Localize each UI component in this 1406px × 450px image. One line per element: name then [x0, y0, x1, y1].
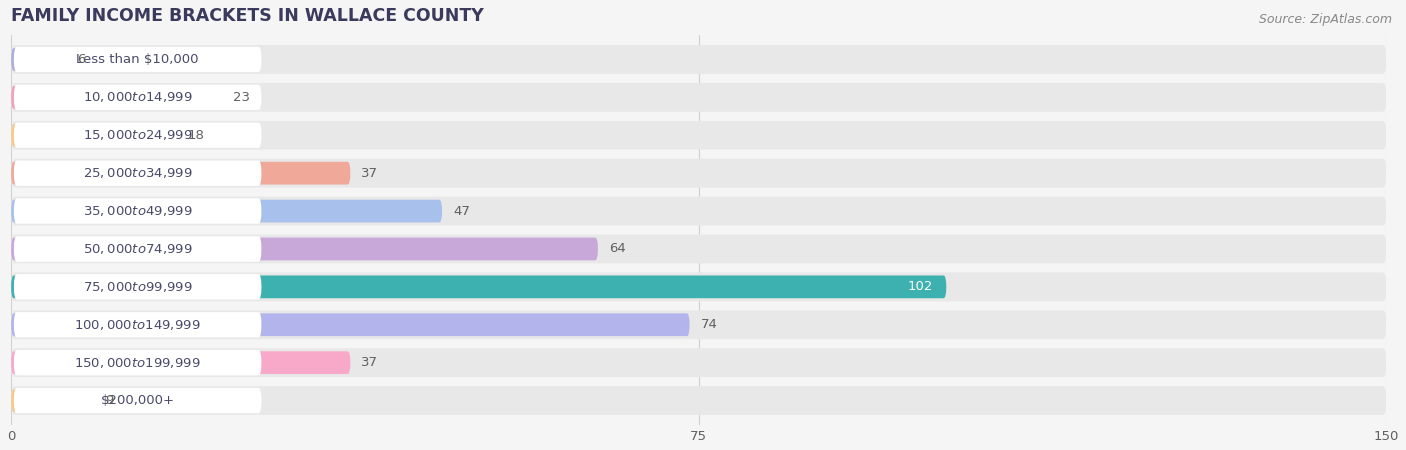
- Text: 6: 6: [77, 53, 86, 66]
- FancyBboxPatch shape: [11, 386, 1386, 415]
- FancyBboxPatch shape: [11, 83, 1386, 112]
- FancyBboxPatch shape: [14, 122, 262, 148]
- Text: Less than $10,000: Less than $10,000: [76, 53, 198, 66]
- Text: FAMILY INCOME BRACKETS IN WALLACE COUNTY: FAMILY INCOME BRACKETS IN WALLACE COUNTY: [11, 7, 484, 25]
- FancyBboxPatch shape: [11, 200, 441, 222]
- FancyBboxPatch shape: [11, 162, 350, 184]
- FancyBboxPatch shape: [11, 45, 1386, 74]
- Text: 102: 102: [907, 280, 932, 293]
- Text: Source: ZipAtlas.com: Source: ZipAtlas.com: [1258, 14, 1392, 27]
- Text: 37: 37: [361, 166, 378, 180]
- FancyBboxPatch shape: [14, 236, 262, 261]
- FancyBboxPatch shape: [11, 275, 946, 298]
- FancyBboxPatch shape: [11, 121, 1386, 150]
- FancyBboxPatch shape: [14, 274, 262, 300]
- FancyBboxPatch shape: [11, 238, 598, 261]
- FancyBboxPatch shape: [14, 312, 262, 338]
- FancyBboxPatch shape: [14, 350, 262, 375]
- Text: $100,000 to $149,999: $100,000 to $149,999: [75, 318, 201, 332]
- FancyBboxPatch shape: [14, 388, 262, 413]
- FancyBboxPatch shape: [14, 47, 262, 72]
- FancyBboxPatch shape: [14, 161, 262, 186]
- Text: 9: 9: [104, 394, 112, 407]
- FancyBboxPatch shape: [11, 310, 1386, 339]
- Text: $10,000 to $14,999: $10,000 to $14,999: [83, 90, 193, 104]
- Text: 47: 47: [453, 205, 470, 217]
- Text: 37: 37: [361, 356, 378, 369]
- FancyBboxPatch shape: [11, 351, 350, 374]
- Text: $25,000 to $34,999: $25,000 to $34,999: [83, 166, 193, 180]
- FancyBboxPatch shape: [11, 159, 1386, 188]
- FancyBboxPatch shape: [11, 48, 66, 71]
- Text: $50,000 to $74,999: $50,000 to $74,999: [83, 242, 193, 256]
- FancyBboxPatch shape: [11, 234, 1386, 263]
- Text: 74: 74: [700, 318, 717, 331]
- FancyBboxPatch shape: [11, 86, 222, 109]
- Text: $200,000+: $200,000+: [101, 394, 174, 407]
- FancyBboxPatch shape: [11, 348, 1386, 377]
- FancyBboxPatch shape: [14, 85, 262, 110]
- FancyBboxPatch shape: [11, 197, 1386, 225]
- Text: $75,000 to $99,999: $75,000 to $99,999: [83, 280, 193, 294]
- Text: $15,000 to $24,999: $15,000 to $24,999: [83, 128, 193, 142]
- Text: 18: 18: [187, 129, 204, 142]
- FancyBboxPatch shape: [11, 389, 94, 412]
- Text: 23: 23: [233, 91, 250, 104]
- FancyBboxPatch shape: [11, 313, 689, 336]
- Text: $150,000 to $199,999: $150,000 to $199,999: [75, 356, 201, 369]
- Text: 64: 64: [609, 243, 626, 256]
- FancyBboxPatch shape: [11, 272, 1386, 301]
- Text: $35,000 to $49,999: $35,000 to $49,999: [83, 204, 193, 218]
- FancyBboxPatch shape: [11, 124, 176, 147]
- FancyBboxPatch shape: [14, 198, 262, 224]
